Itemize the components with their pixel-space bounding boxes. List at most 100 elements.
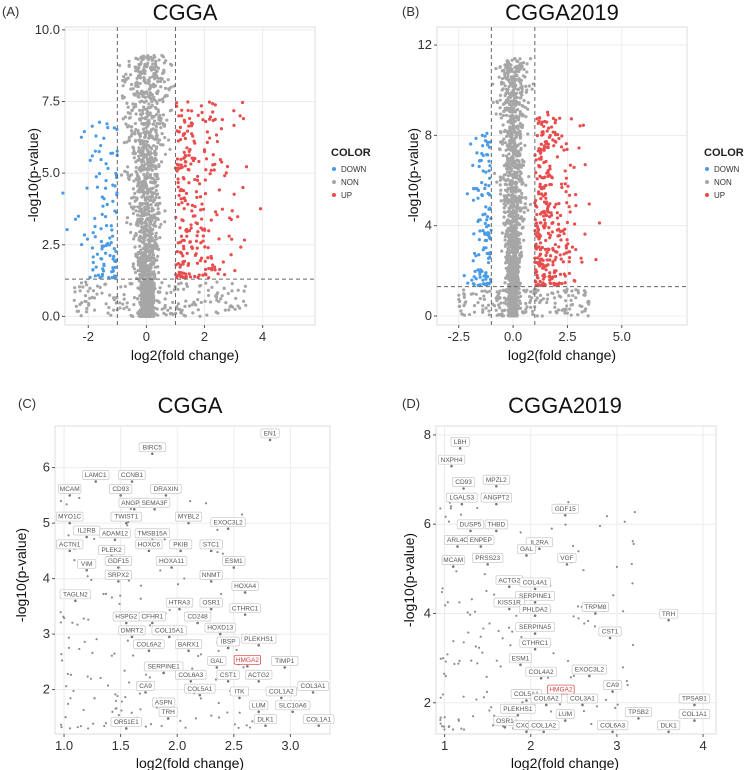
- non-point: [145, 161, 149, 165]
- non-point: [224, 301, 228, 305]
- non-point: [156, 207, 160, 211]
- gene-point: [488, 622, 491, 625]
- non-point: [517, 115, 521, 119]
- gene-point: [590, 722, 593, 726]
- up-point: [217, 188, 221, 192]
- gene-point: [189, 500, 192, 503]
- non-point: [512, 150, 517, 154]
- non-point: [517, 101, 521, 105]
- non-point: [140, 221, 144, 225]
- non-point: [500, 69, 504, 73]
- up-point: [176, 185, 180, 189]
- labelled-gene-point: [132, 507, 136, 511]
- non-point: [141, 294, 145, 298]
- up-point: [535, 134, 539, 138]
- non-point: [143, 95, 147, 99]
- up-point: [564, 142, 568, 146]
- non-point: [161, 113, 165, 117]
- gene-label: OSR1: [202, 600, 220, 607]
- panel-b-title: CGGA2019: [505, 0, 619, 25]
- up-point: [562, 148, 566, 152]
- non-point: [136, 286, 140, 290]
- down-point: [109, 224, 113, 228]
- up-point: [567, 260, 571, 264]
- up-point: [567, 193, 572, 197]
- labelled-gene-point: [147, 649, 151, 653]
- non-point: [78, 289, 82, 293]
- non-point: [498, 112, 503, 116]
- non-point: [143, 116, 148, 120]
- up-point: [203, 267, 208, 272]
- up-point: [175, 274, 179, 278]
- up-point: [561, 229, 565, 233]
- panel-c: (C) CGGA 1.0 1.5 2.0 2.5 3.023456EN1BIRC5LAM…: [13, 393, 335, 770]
- up-point: [197, 159, 201, 164]
- gene-point: [176, 583, 180, 586]
- non-point: [131, 146, 136, 150]
- labelled-gene-point: [257, 643, 261, 647]
- labelled-gene-point: [218, 632, 222, 636]
- gene-label: SERPINE1: [148, 664, 181, 671]
- non-point: [524, 183, 528, 187]
- gene-point: [442, 657, 445, 660]
- non-point: [190, 303, 194, 307]
- non-point: [139, 214, 143, 218]
- x-tick-label: 2: [201, 329, 208, 344]
- up-point: [187, 149, 191, 154]
- non-point: [528, 202, 533, 207]
- non-point: [127, 136, 131, 140]
- non-point: [513, 279, 517, 283]
- up-point: [182, 259, 187, 264]
- non-point: [484, 306, 488, 310]
- gene-label: PRSS23: [475, 555, 500, 562]
- gene-point: [509, 644, 512, 647]
- non-point: [464, 300, 468, 304]
- non-point: [155, 258, 159, 262]
- gene-point: [479, 635, 482, 638]
- non-point: [516, 164, 520, 168]
- non-point: [154, 152, 158, 157]
- non-point: [229, 304, 233, 308]
- up-point: [538, 248, 543, 252]
- non-point: [129, 222, 133, 226]
- non-point: [242, 289, 246, 293]
- gene-point: [87, 618, 90, 621]
- gene-point: [89, 677, 93, 680]
- gene-point: [214, 678, 218, 681]
- plot-frame: [64, 26, 316, 326]
- non-point: [140, 168, 144, 172]
- non-point: [129, 129, 134, 133]
- gene-point: [159, 569, 162, 572]
- down-point: [478, 283, 482, 287]
- gene-point: [163, 538, 166, 541]
- non-point: [154, 59, 158, 63]
- non-point: [492, 171, 497, 175]
- non-point: [145, 189, 150, 193]
- up-point: [193, 177, 197, 182]
- non-point: [146, 230, 151, 234]
- non-point: [524, 115, 528, 119]
- up-point: [537, 192, 541, 196]
- non-point: [152, 270, 156, 274]
- up-point: [557, 233, 562, 238]
- up-point: [212, 265, 217, 269]
- non-point: [502, 206, 506, 210]
- up-point: [579, 256, 583, 260]
- non-point: [516, 247, 520, 252]
- gene-point: [446, 653, 449, 656]
- up-point: [549, 125, 554, 129]
- up-point: [181, 219, 185, 223]
- non-point: [156, 254, 160, 258]
- down-point: [100, 244, 104, 248]
- non-point: [148, 284, 152, 288]
- up-point: [182, 156, 186, 160]
- gene-label: TRH: [161, 709, 175, 716]
- non-point: [149, 65, 153, 69]
- non-point: [498, 106, 502, 110]
- non-point: [146, 267, 150, 271]
- gene-point: [248, 726, 252, 729]
- non-point: [142, 259, 146, 263]
- non-point: [139, 248, 143, 252]
- non-point: [160, 132, 164, 136]
